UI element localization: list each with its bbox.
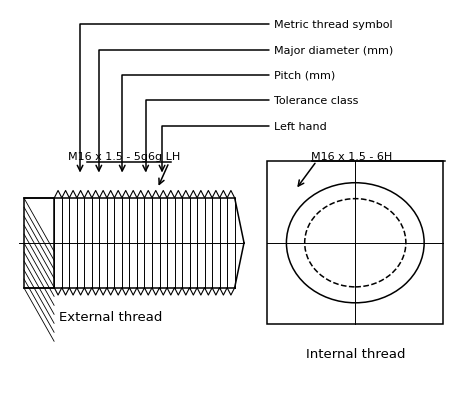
Text: Left hand: Left hand	[274, 121, 327, 131]
Text: M16 x 1.5 - 5g6g LH: M16 x 1.5 - 5g6g LH	[68, 152, 181, 161]
Text: Major diameter (mm): Major diameter (mm)	[274, 45, 394, 55]
Bar	[267, 161, 443, 325]
Text: Internal thread: Internal thread	[306, 347, 405, 360]
Text: M16 x 1.5 - 6H: M16 x 1.5 - 6H	[311, 152, 392, 161]
Text: Pitch (mm): Pitch (mm)	[274, 71, 336, 81]
Text: External thread: External thread	[59, 311, 162, 323]
Text: Tolerance class: Tolerance class	[274, 96, 359, 106]
Text: Metric thread symbol: Metric thread symbol	[274, 20, 393, 30]
Bar	[24, 198, 55, 288]
